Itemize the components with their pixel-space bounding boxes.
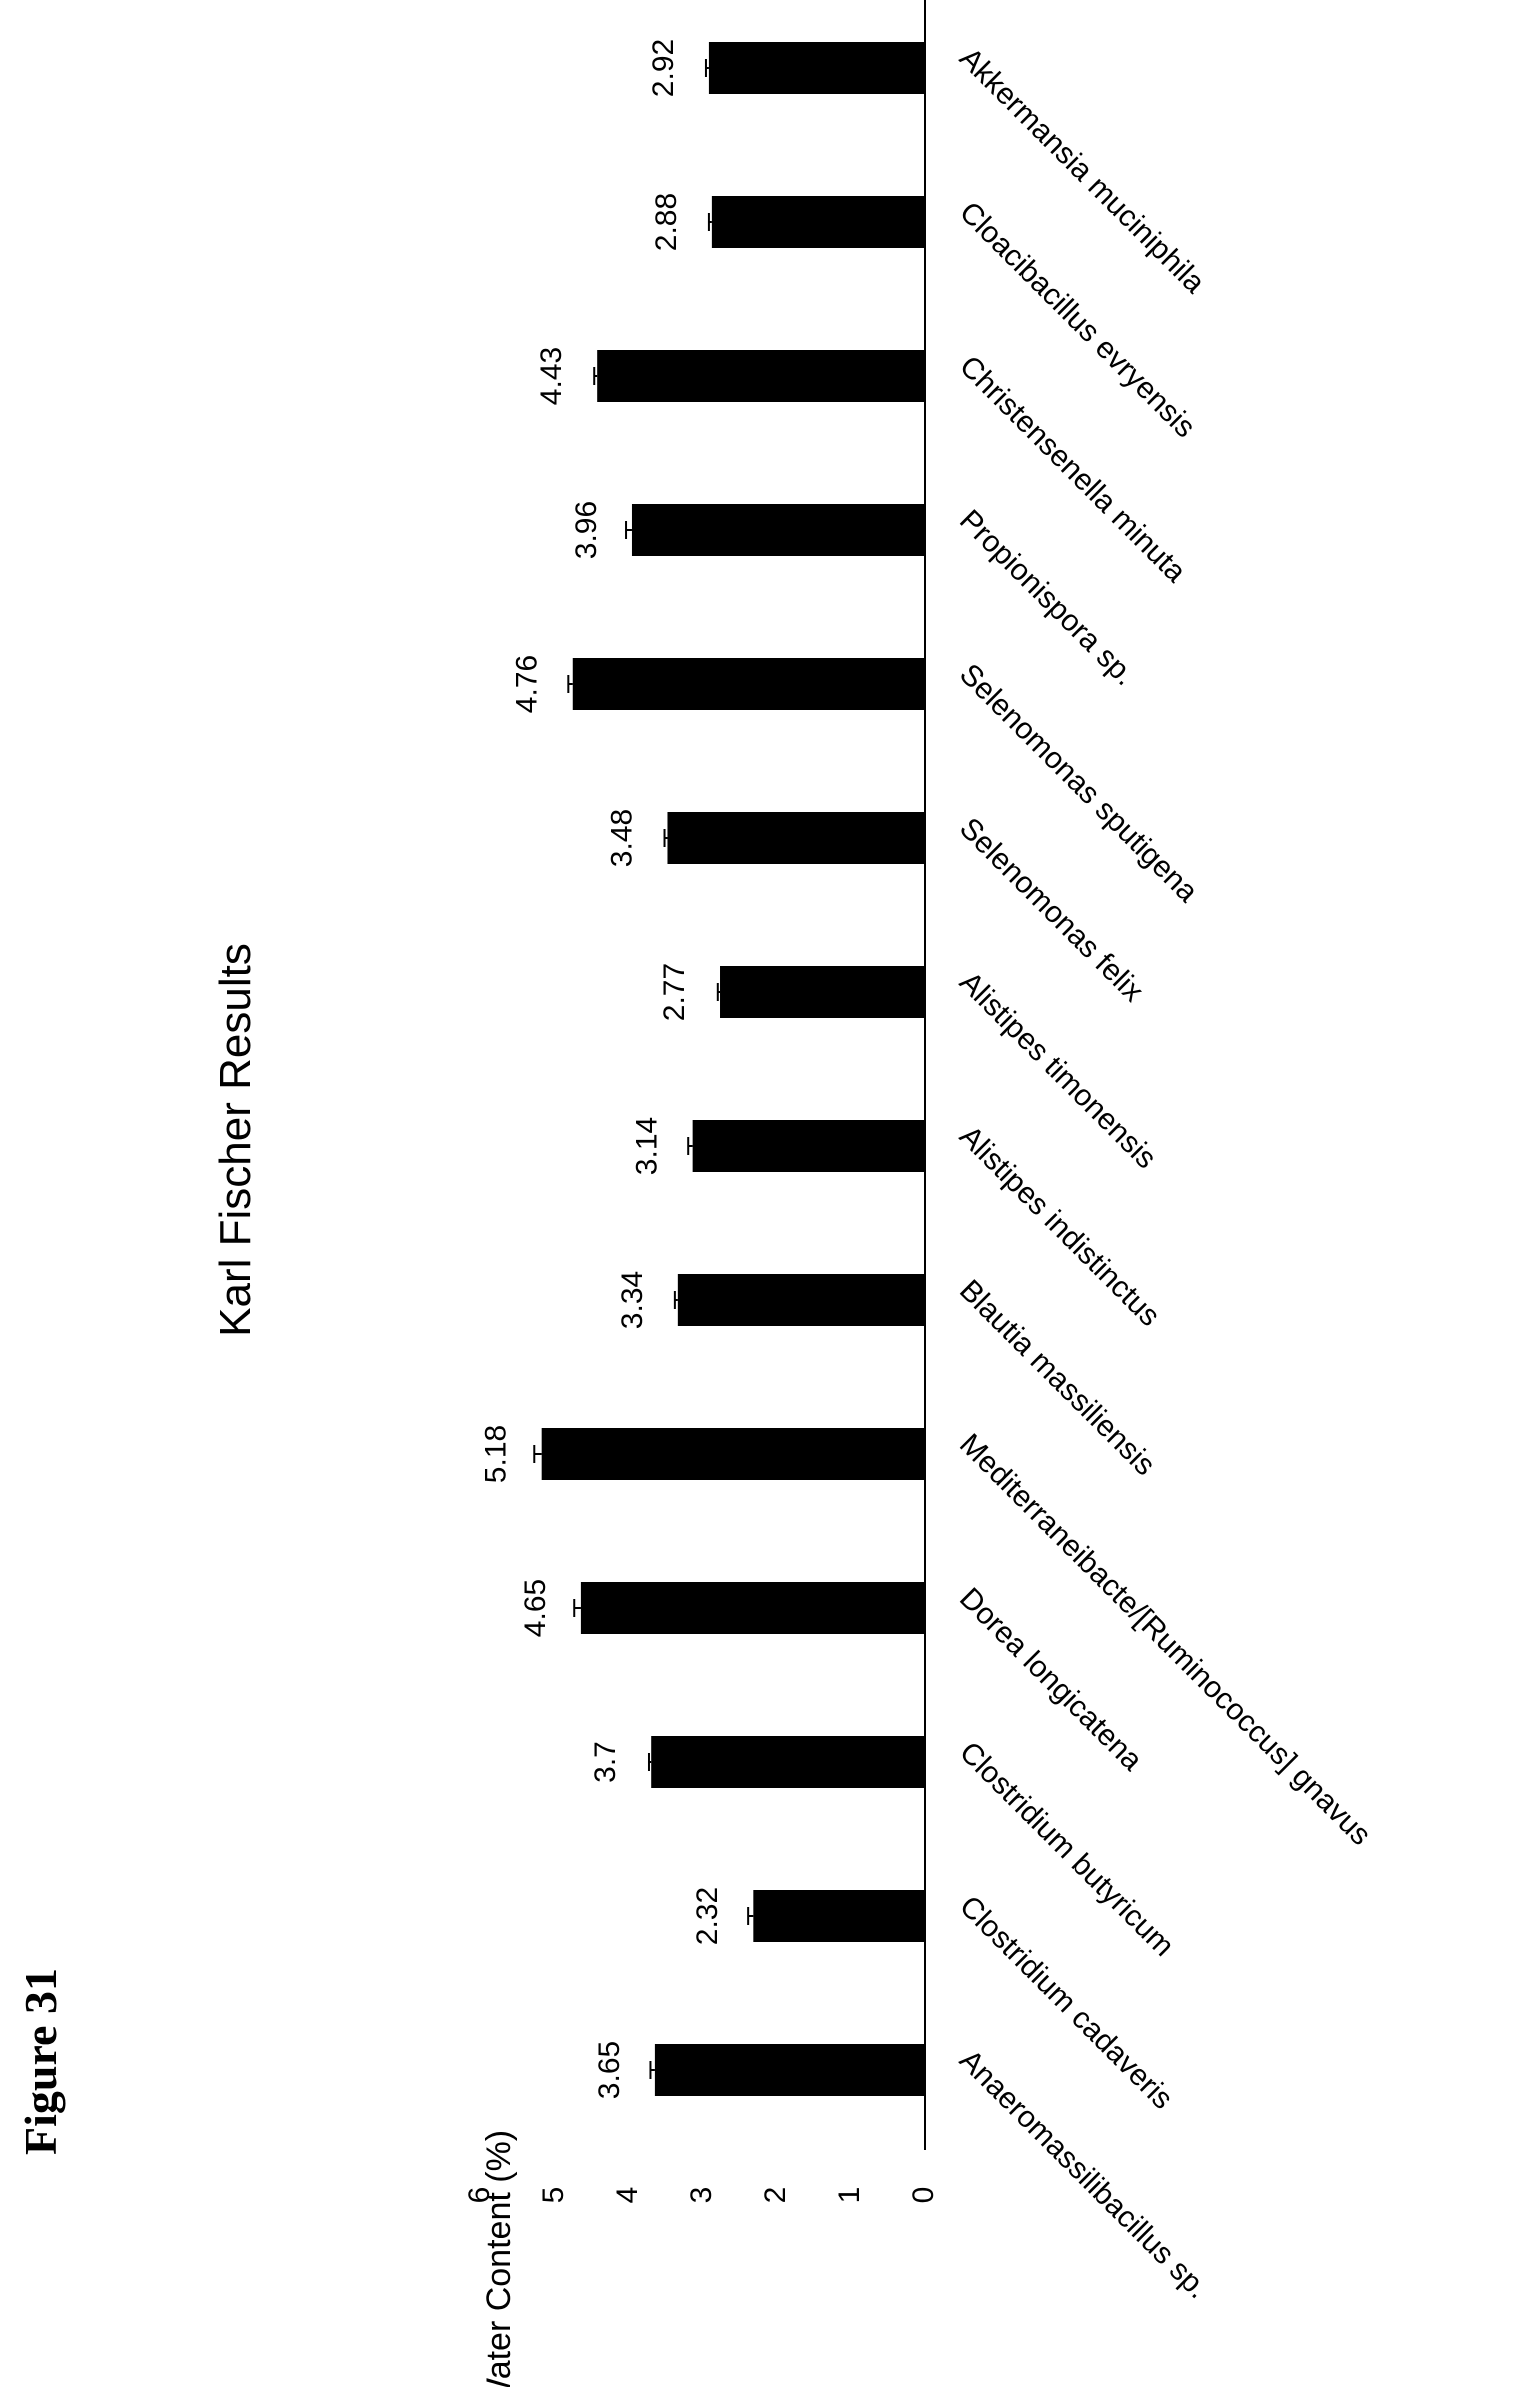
- y-tick-label: 1: [833, 2187, 866, 2204]
- chart-title: Karl Fischer Results: [211, 943, 260, 1337]
- bar: [580, 1582, 925, 1634]
- bar: [753, 1890, 925, 1942]
- data-label: 2.77: [658, 963, 691, 1021]
- data-label: 3.96: [570, 501, 603, 559]
- y-tick-label: 6: [463, 2187, 496, 2204]
- data-label: 3.65: [593, 2041, 626, 2099]
- data-label: 3.7: [589, 1741, 622, 1783]
- data-label: 2.92: [647, 39, 680, 97]
- data-label: 4.43: [535, 347, 568, 405]
- bar: [631, 504, 925, 556]
- data-label: 2.32: [691, 1887, 724, 1945]
- category-tick-label: Akkermansia muciniphila: [953, 42, 1211, 300]
- error-bar: [707, 213, 716, 231]
- data-label: 3.48: [605, 809, 638, 867]
- y-tick-label: 3: [685, 2187, 718, 2204]
- error-bar: [647, 1753, 655, 1771]
- bar: [720, 966, 925, 1018]
- bar: [654, 2044, 925, 2096]
- bar: [692, 1120, 925, 1172]
- bar: [541, 1428, 925, 1480]
- data-label: 3.14: [631, 1117, 664, 1175]
- y-tick-label: 2: [759, 2187, 792, 2204]
- error-bar: [567, 675, 579, 693]
- error-bar: [649, 2061, 661, 2079]
- error-bar: [533, 1445, 551, 1463]
- error-bar: [593, 367, 602, 385]
- y-tick-label: 0: [907, 2187, 940, 2204]
- bar: [711, 196, 925, 248]
- bar: [572, 658, 925, 710]
- data-label: 4.76: [511, 655, 544, 713]
- bar: [667, 812, 925, 864]
- data-label: 4.65: [519, 1579, 552, 1637]
- error-bar: [673, 1291, 682, 1309]
- error-bar: [573, 1599, 589, 1617]
- error-bar: [747, 1907, 760, 1925]
- error-bar: [663, 829, 672, 847]
- data-label: 3.34: [616, 1271, 649, 1329]
- bar: [597, 350, 925, 402]
- category-tick-label: Anaeromassilibacillus sp.: [953, 2044, 1214, 2305]
- error-bar: [687, 1137, 699, 1155]
- y-tick-label: 4: [611, 2187, 644, 2204]
- data-label: 2.88: [650, 193, 683, 251]
- error-bar: [716, 983, 724, 1001]
- error-bar: [704, 59, 713, 77]
- y-tick-label: 5: [537, 2187, 570, 2204]
- y-axis-label: Water Content (%): [480, 2130, 518, 2387]
- bar: [651, 1736, 925, 1788]
- error-bar: [625, 521, 639, 539]
- bar: [708, 42, 925, 94]
- data-label: 5.18: [480, 1425, 513, 1483]
- bar: [677, 1274, 925, 1326]
